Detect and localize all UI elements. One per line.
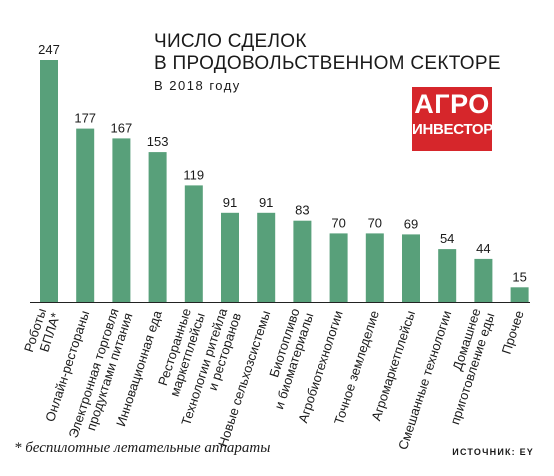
data-label: 15 xyxy=(512,269,526,284)
data-label: 70 xyxy=(368,215,382,230)
logo-line-1: АГРО xyxy=(414,89,490,119)
data-label: 70 xyxy=(331,215,345,230)
bar xyxy=(148,152,167,302)
footnote: * беспилотные летательные аппараты xyxy=(14,440,271,456)
bar xyxy=(329,233,348,302)
bar xyxy=(474,258,493,302)
chart-title-block: ЧИСЛО СДЕЛОК В ПРОДОВОЛЬСТВЕННОМ СЕКТОРЕ… xyxy=(154,31,501,93)
data-label: 247 xyxy=(38,42,60,57)
chart-title-line-1: ЧИСЛО СДЕЛОК xyxy=(154,31,307,52)
bar xyxy=(112,138,131,302)
chart-subtitle: В 2018 году xyxy=(154,78,241,93)
category-tick-label: Прочее xyxy=(499,309,527,356)
data-label: 91 xyxy=(259,195,273,210)
chart-title-line-2: В ПРОДОВОЛЬСТВЕННОМ СЕКТОРЕ xyxy=(154,53,501,74)
bar xyxy=(402,234,420,302)
bar xyxy=(40,60,58,302)
source-label: ИСТОЧНИК: EY xyxy=(452,447,534,457)
data-label: 119 xyxy=(183,167,204,182)
bar xyxy=(293,220,312,302)
category-label-line: Прочее xyxy=(499,309,527,356)
bar xyxy=(510,287,529,302)
data-label: 91 xyxy=(223,195,237,210)
bar xyxy=(221,212,239,302)
logo-line-2: ИНВЕСТОР xyxy=(412,121,493,138)
bar xyxy=(257,212,276,302)
data-label: 153 xyxy=(147,134,169,149)
data-label: 69 xyxy=(404,216,418,231)
data-label: 167 xyxy=(111,120,133,135)
bar xyxy=(365,233,384,302)
bar xyxy=(184,185,203,302)
data-label: 177 xyxy=(74,111,96,126)
data-label: 44 xyxy=(476,241,490,256)
bar xyxy=(438,249,457,302)
bar xyxy=(76,128,95,302)
data-label: 83 xyxy=(295,203,309,218)
data-label: 54 xyxy=(440,231,454,246)
agroinvestor-logo: АГРО ИНВЕСТОР xyxy=(412,87,493,151)
